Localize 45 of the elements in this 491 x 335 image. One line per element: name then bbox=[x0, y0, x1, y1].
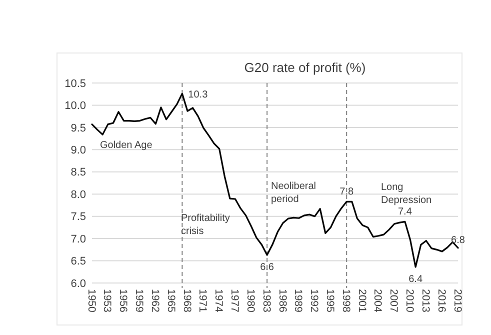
chart-title: G20 rate of profit (%) bbox=[244, 60, 366, 75]
annotation: 6.6 bbox=[260, 262, 274, 273]
y-tick-label: 10.5 bbox=[64, 78, 86, 90]
x-tick-label: 1989 bbox=[292, 289, 304, 313]
x-tick-label: 1986 bbox=[276, 289, 288, 313]
x-tick-label: 1950 bbox=[85, 289, 98, 313]
x-tick-label: 2019 bbox=[451, 289, 464, 313]
x-tick-label: 1977 bbox=[228, 289, 241, 313]
x-tick-label: 1968 bbox=[180, 289, 193, 313]
x-tick-label: 1983 bbox=[260, 289, 272, 313]
x-tick-label: 2016 bbox=[435, 289, 448, 313]
annotation: Neoliberal period bbox=[271, 181, 316, 205]
y-tick-label: 7.5 bbox=[70, 211, 86, 224]
x-tick-label: 1995 bbox=[324, 289, 336, 313]
annotation: 6.8 bbox=[451, 234, 466, 246]
y-tick-label: 9.0 bbox=[70, 144, 86, 157]
y-tick-label: 6.0 bbox=[70, 278, 86, 290]
x-tick-label: 1953 bbox=[101, 289, 114, 313]
annotation: 10.3 bbox=[188, 90, 208, 101]
y-tick-label: 6.5 bbox=[70, 256, 86, 268]
x-tick-label: 1980 bbox=[244, 289, 256, 313]
y-tick-label: 8.0 bbox=[70, 188, 86, 201]
y-tick-label: 10.0 bbox=[64, 100, 86, 112]
x-tick-label: 2004 bbox=[372, 289, 384, 313]
x-tick-label: 1998 bbox=[340, 289, 352, 313]
annotation: 6.4 bbox=[408, 274, 423, 285]
y-tick-label: 8.5 bbox=[70, 166, 86, 179]
x-tick-label: 1992 bbox=[308, 289, 320, 313]
y-tick-label: 9.5 bbox=[70, 122, 86, 134]
x-tick-label: 2013 bbox=[420, 289, 432, 313]
annotation: 7.8 bbox=[340, 186, 354, 198]
x-tick-label: 1965 bbox=[164, 289, 177, 313]
x-tick-label: 1956 bbox=[117, 289, 130, 313]
x-tick-label: 2010 bbox=[404, 289, 416, 313]
x-tick-label: 2001 bbox=[356, 289, 368, 313]
annotation: Golden Age bbox=[100, 140, 153, 151]
x-tick-label: 1962 bbox=[148, 289, 161, 313]
annotation: 7.4 bbox=[398, 206, 412, 218]
y-tick-label: 7.0 bbox=[70, 233, 86, 246]
x-tick-label: 2007 bbox=[388, 289, 400, 313]
annotation: Profitability crisis bbox=[181, 213, 230, 237]
annotation: Long Depression bbox=[381, 182, 432, 206]
x-tick-label: 1974 bbox=[212, 289, 225, 313]
x-tick-label: 1971 bbox=[196, 289, 209, 313]
x-tick-label: 1959 bbox=[133, 289, 146, 313]
